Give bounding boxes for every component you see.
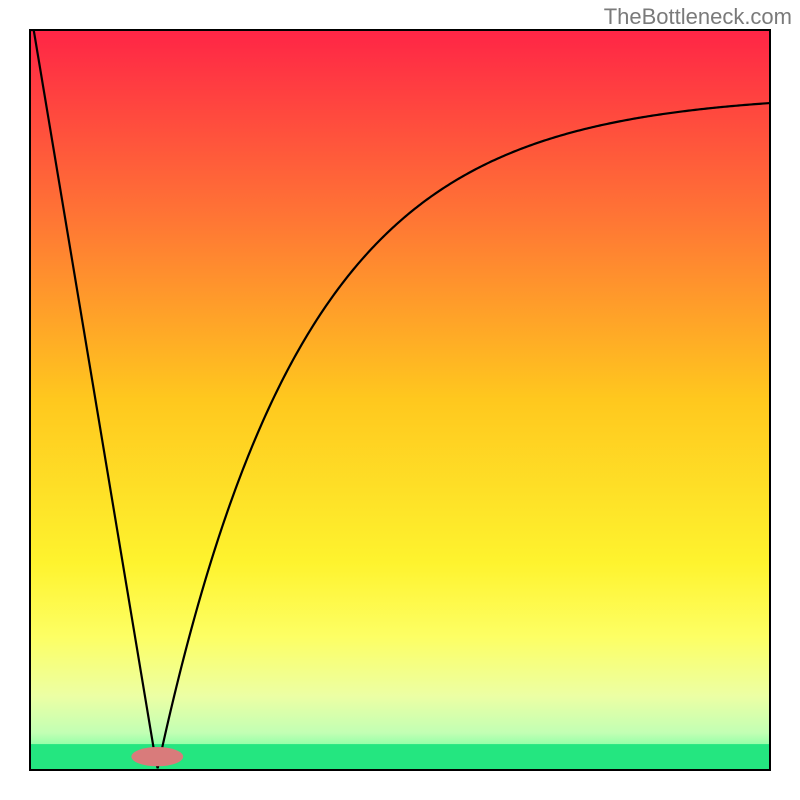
- optimal-marker: [131, 747, 183, 766]
- chart-container: TheBottleneck.com: [0, 0, 800, 800]
- plot-background: [30, 30, 770, 770]
- bottleneck-chart: [0, 0, 800, 800]
- watermark-text: TheBottleneck.com: [604, 4, 792, 30]
